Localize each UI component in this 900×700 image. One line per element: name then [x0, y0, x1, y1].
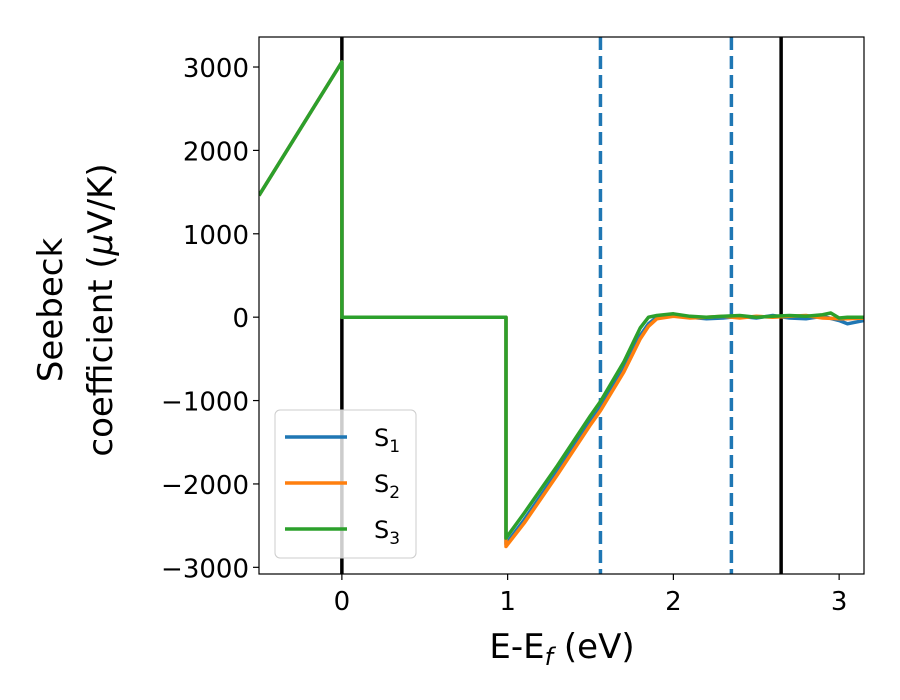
- legend: S1 S2 S3: [274, 409, 417, 559]
- y-axis-title-line2: coefficient (μV/K): [81, 163, 121, 456]
- y-tick-label: 3000: [183, 54, 249, 84]
- y-tick-label: −3000: [161, 554, 249, 584]
- legend-label-s3: S3: [374, 516, 400, 549]
- series-line-s3: [259, 60, 864, 540]
- legend-label-s2: S2: [374, 470, 400, 503]
- plot-frame: [258, 36, 865, 575]
- y-tick-label: 1000: [183, 221, 249, 251]
- y-axis-title-line1: Seebeck: [31, 238, 71, 383]
- y-axis-title: Seebeck coefficient (μV/K): [31, 163, 121, 456]
- x-tick-label: 3: [831, 587, 848, 617]
- x-tick-label: 0: [334, 587, 351, 617]
- x-axis-title: E-Ef (eV): [489, 627, 634, 671]
- y-tick-label: 2000: [183, 137, 249, 167]
- y-tick-label: 0: [232, 304, 249, 334]
- y-axis-ticks: −3000 −2000 −1000 0 1000 2000 3000: [161, 54, 259, 584]
- legend-label-s1: S1: [374, 424, 400, 457]
- y-tick-label: −2000: [161, 471, 249, 501]
- x-tick-label: 1: [499, 587, 516, 617]
- x-tick-label: 2: [665, 587, 682, 617]
- x-axis-ticks: 0 1 2 3: [334, 574, 848, 617]
- y-tick-label: −1000: [161, 388, 249, 418]
- data-series: [259, 60, 864, 549]
